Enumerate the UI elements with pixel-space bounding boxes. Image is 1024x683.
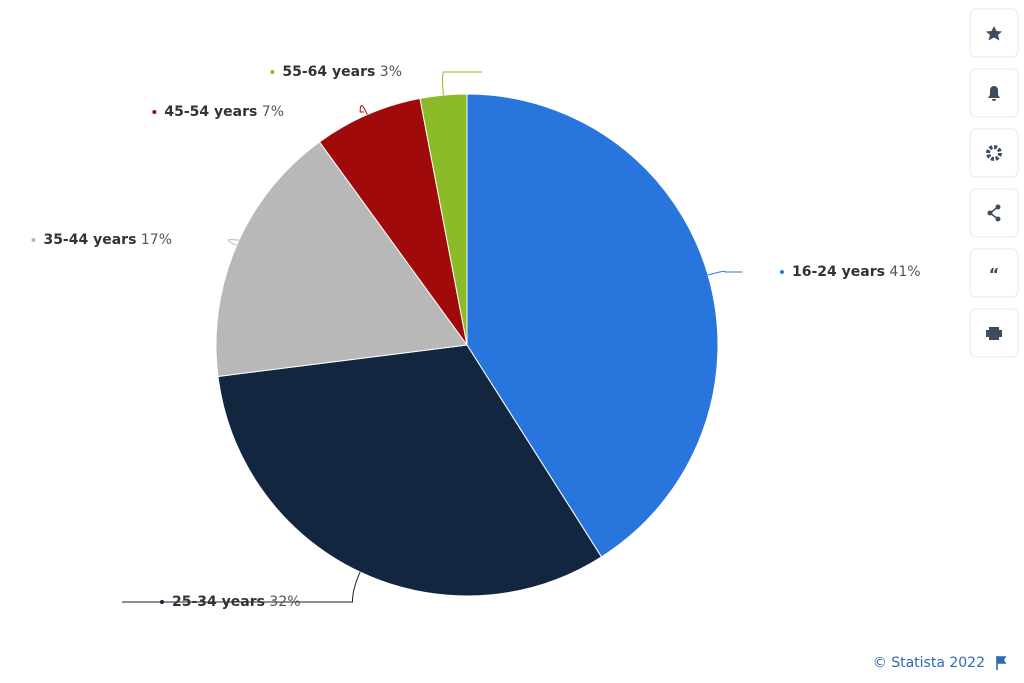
- star-icon: [986, 26, 1002, 41]
- pie-slice: [217, 344, 603, 597]
- toolbar: “: [969, 8, 1019, 358]
- value-label: 7%: [262, 104, 284, 120]
- connector: [707, 270, 742, 276]
- label-bullet: [160, 600, 164, 604]
- label-bullet: [270, 70, 275, 74]
- bell-icon: [988, 86, 1000, 101]
- value-label: 41%: [889, 264, 920, 280]
- pie-slice: [466, 93, 719, 558]
- quote-icon: “: [989, 265, 1000, 284]
- connector: [122, 571, 361, 603]
- connector: [359, 105, 368, 115]
- pie-slice: [215, 141, 468, 378]
- value-label: 32%: [269, 594, 300, 610]
- category-label: 16-24 years: [792, 264, 885, 280]
- category-label: 45-54 years: [164, 104, 257, 120]
- category-label: 55-64 years: [282, 64, 375, 80]
- category-label: 35-44 years: [43, 232, 136, 248]
- data-label: 45-54 years 7%: [164, 104, 284, 120]
- flag-icon: [996, 656, 1007, 670]
- data-label: 55-64 years 3%: [282, 64, 402, 80]
- data-label: 35-44 years 17%: [43, 232, 172, 248]
- value-label: 17%: [141, 232, 172, 248]
- connector: [227, 239, 252, 246]
- cite-button[interactable]: [969, 248, 1019, 298]
- label-bullet: [780, 270, 784, 274]
- pie-slice: [318, 97, 468, 346]
- label-bullet: [31, 238, 36, 242]
- label-bullet: [152, 110, 157, 114]
- connector: [442, 71, 482, 96]
- credit: © Statista 2022: [873, 655, 985, 671]
- category-label: 25-34 years: [172, 594, 265, 610]
- print-icon: [986, 327, 1002, 340]
- gear-icon: [986, 145, 1002, 161]
- share-button[interactable]: [969, 188, 1019, 238]
- settings-button[interactable]: [969, 128, 1019, 178]
- value-label: 3%: [380, 64, 402, 80]
- data-label: 25-34 years 32%: [172, 594, 301, 610]
- share-icon: [987, 204, 1001, 222]
- data-label: 16-24 years 41%: [792, 264, 921, 280]
